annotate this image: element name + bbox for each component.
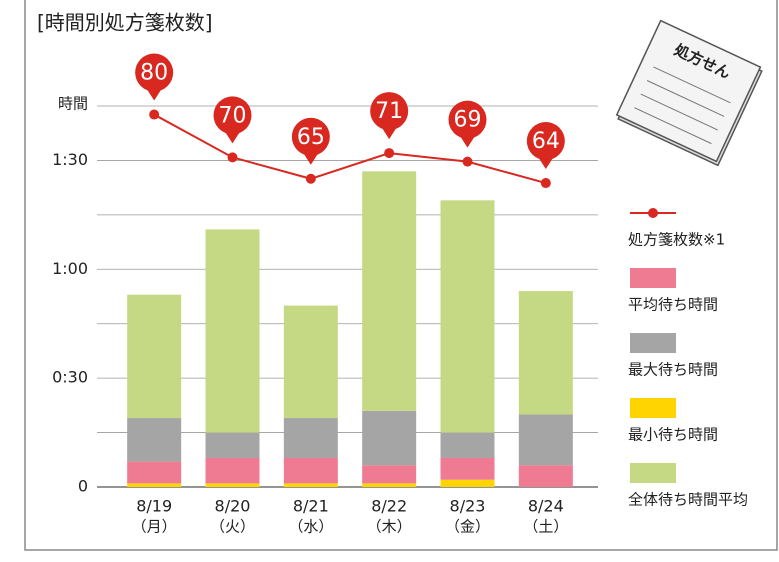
x-tick-label: 8/23 [450, 497, 486, 516]
line [154, 115, 546, 183]
legend-swatch [630, 268, 676, 288]
legend-swatch [630, 463, 676, 483]
x-tick-weekday: （木） [367, 518, 412, 536]
legend-marker [648, 208, 658, 218]
bar-segment [284, 418, 338, 458]
data-label: 69 [454, 108, 482, 133]
legend-label: 最大待ち時間 [628, 361, 718, 379]
bar-segment [206, 229, 260, 432]
x-tick-weekday: （月） [132, 518, 177, 536]
bar-segment [519, 465, 573, 487]
x-tick-label: 8/22 [371, 497, 407, 516]
legend-swatch [630, 333, 676, 353]
bar-segment [519, 291, 573, 414]
legend-label: 最小待ち時間 [628, 426, 718, 444]
y-tick-label: 1:00 [52, 259, 88, 278]
x-tick-weekday: （火） [210, 518, 255, 536]
legend-label: 全体待ち時間平均 [628, 491, 748, 509]
bar-segment [284, 483, 338, 487]
bar-segment [362, 483, 416, 487]
bar-segment [127, 462, 181, 484]
bar-segment [284, 458, 338, 483]
legend-label: 処方箋枚数※1 [628, 231, 725, 249]
x-tick-weekday: （土） [523, 518, 568, 536]
x-tick-weekday: （水） [288, 518, 333, 536]
x-tick-label: 8/19 [136, 497, 172, 516]
data-label: 64 [532, 129, 560, 154]
bar-segment [206, 433, 260, 458]
bar-segment [441, 200, 495, 432]
illustration: 処方せん [615, 21, 763, 166]
bar-segment [127, 295, 181, 418]
chart-title: [時間別処方箋枚数] [37, 11, 213, 35]
line-point [384, 148, 394, 158]
line-point [541, 178, 551, 188]
bar-segment [519, 414, 573, 465]
bar-segment [362, 171, 416, 410]
line-point [463, 157, 473, 167]
data-label: 70 [219, 103, 247, 128]
x-tick-label: 8/20 [215, 497, 251, 516]
data-label: 71 [375, 99, 403, 124]
data-label: 65 [297, 125, 325, 150]
data-label: 80 [140, 61, 168, 86]
bar-segment [284, 306, 338, 418]
line-point [228, 152, 238, 162]
bar-segment [362, 465, 416, 483]
y-axis-label: 時間 [58, 95, 88, 113]
line-point [306, 174, 316, 184]
legend-swatch [630, 398, 676, 418]
bar-segment [362, 411, 416, 465]
y-tick-label: 0:30 [52, 368, 88, 387]
y-tick-label: 0 [78, 477, 88, 496]
paper [617, 21, 761, 162]
y-tick-label: 1:30 [52, 150, 88, 169]
bar-segment [441, 433, 495, 458]
x-tick-label: 8/24 [528, 497, 564, 516]
line-point [149, 110, 159, 120]
bar-segment [441, 480, 495, 487]
legend-label: 平均待ち時間 [628, 296, 718, 314]
chart: [時間別処方箋枚数] 処方せん 0 0:30 1:00 1:30 時間 8/19 （月） 8/… [0, 0, 779, 562]
x-tick-label: 8/21 [293, 497, 329, 516]
bar-segment [206, 483, 260, 487]
bar-segment [127, 483, 181, 487]
bar-segment [441, 458, 495, 480]
x-tick-weekday: （金） [445, 518, 490, 536]
bar-segment [206, 458, 260, 483]
bar-segment [127, 418, 181, 462]
